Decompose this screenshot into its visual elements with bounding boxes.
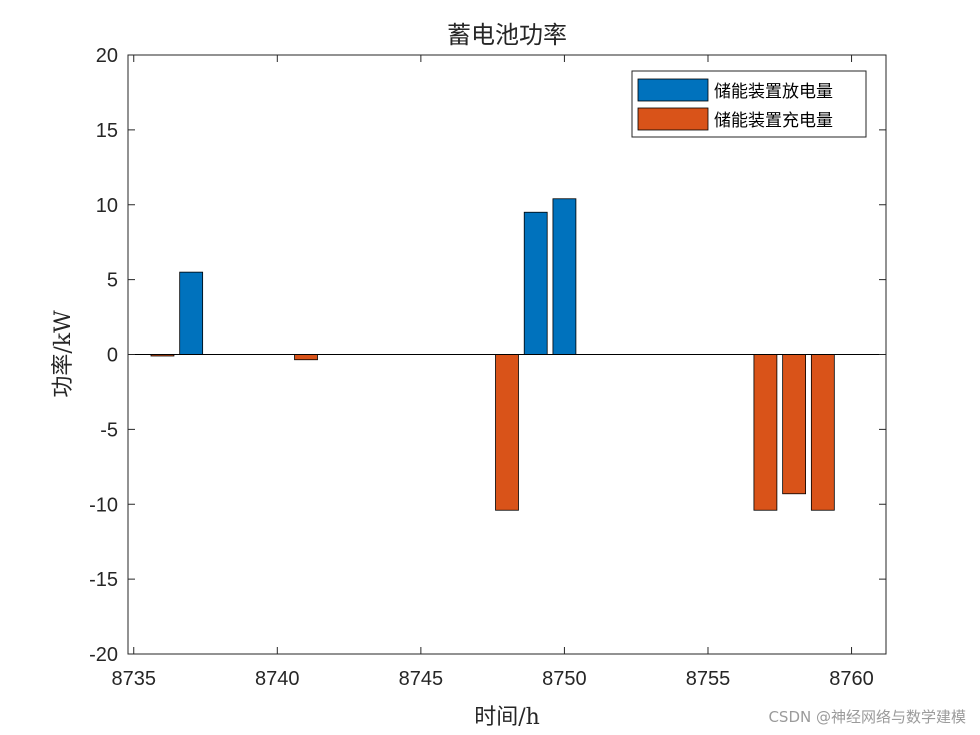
x-tick-label: 8750: [542, 668, 587, 690]
bar-charge: [294, 354, 318, 361]
y-tick-label: 15: [96, 120, 118, 142]
x-tick-label: 8740: [255, 668, 300, 690]
watermark: CSDN @神经网络与数学建模: [768, 708, 966, 726]
bar-charge: [782, 354, 807, 495]
x-tick-label: 8735: [111, 668, 156, 690]
legend: 储能装置放电量 储能装置充电量: [631, 70, 867, 138]
y-tick-label: -5: [100, 419, 118, 441]
y-tick-label: 20: [96, 45, 118, 67]
legend-label-discharge: 储能装置放电量: [714, 82, 833, 102]
y-tick-label: -10: [89, 494, 118, 516]
bars-layer: [150, 198, 835, 511]
x-tick-label: 8755: [686, 668, 731, 690]
legend-swatch-charge: [637, 107, 709, 131]
bar-charge: [810, 354, 835, 511]
y-tick-label: 10: [96, 195, 118, 217]
y-axis-label: 功率/kW: [51, 310, 76, 398]
bar-discharge: [179, 271, 204, 355]
y-tick-label: 0: [107, 345, 118, 367]
chart-title: 蓄电池功率: [447, 21, 567, 49]
bar-charge: [753, 354, 778, 511]
x-axis-label: 时间/h: [474, 705, 540, 730]
x-tick-label: 8760: [829, 668, 874, 690]
legend-swatch-discharge: [637, 78, 709, 102]
bar-discharge: [552, 198, 577, 355]
x-tick-label: 8745: [399, 668, 444, 690]
legend-label-charge: 储能装置充电量: [714, 111, 833, 131]
bar-discharge: [523, 211, 548, 355]
bar-charge: [495, 354, 519, 511]
y-tick-label: -15: [89, 569, 118, 591]
y-tick-label: 5: [107, 270, 118, 292]
y-tick-label: -20: [89, 644, 118, 666]
